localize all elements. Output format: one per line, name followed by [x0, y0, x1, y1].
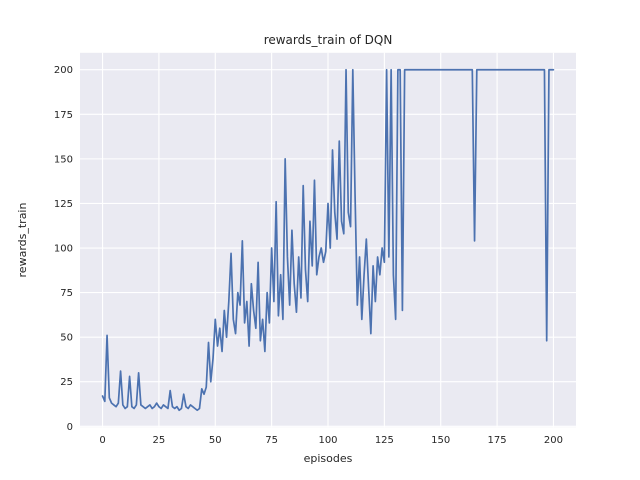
y-tick-label: 25 [60, 377, 73, 388]
y-tick-label: 50 [60, 333, 73, 344]
x-tick-label: 125 [375, 435, 394, 446]
series-line-rewards-train [101, 68, 555, 412]
x-tick-label: 50 [209, 435, 222, 446]
y-tick-label: 0 [67, 422, 73, 433]
x-tick-label: 75 [265, 435, 278, 446]
x-tick-labels: 0 25 50 75 100 125 150 175 200 [99, 435, 563, 446]
x-tick-label: 175 [488, 435, 507, 446]
x-axis-label: episodes [304, 452, 353, 465]
y-tick-label: 175 [54, 110, 73, 121]
y-tick-label: 100 [54, 244, 73, 255]
x-tick-label: 150 [431, 435, 450, 446]
x-tick-label: 100 [318, 435, 337, 446]
y-tick-label: 125 [54, 199, 73, 210]
chart-title: rewards_train of DQN [264, 33, 393, 47]
y-tick-labels: 0 25 50 75 100 125 150 175 200 [54, 65, 73, 433]
x-tick-label: 0 [99, 435, 105, 446]
x-tick-label: 200 [544, 435, 563, 446]
y-axis-label: rewards_train [16, 203, 29, 278]
y-tick-label: 75 [60, 288, 73, 299]
x-tick-label: 25 [153, 435, 166, 446]
y-tick-label: 200 [54, 65, 73, 76]
y-tick-label: 150 [54, 154, 73, 165]
